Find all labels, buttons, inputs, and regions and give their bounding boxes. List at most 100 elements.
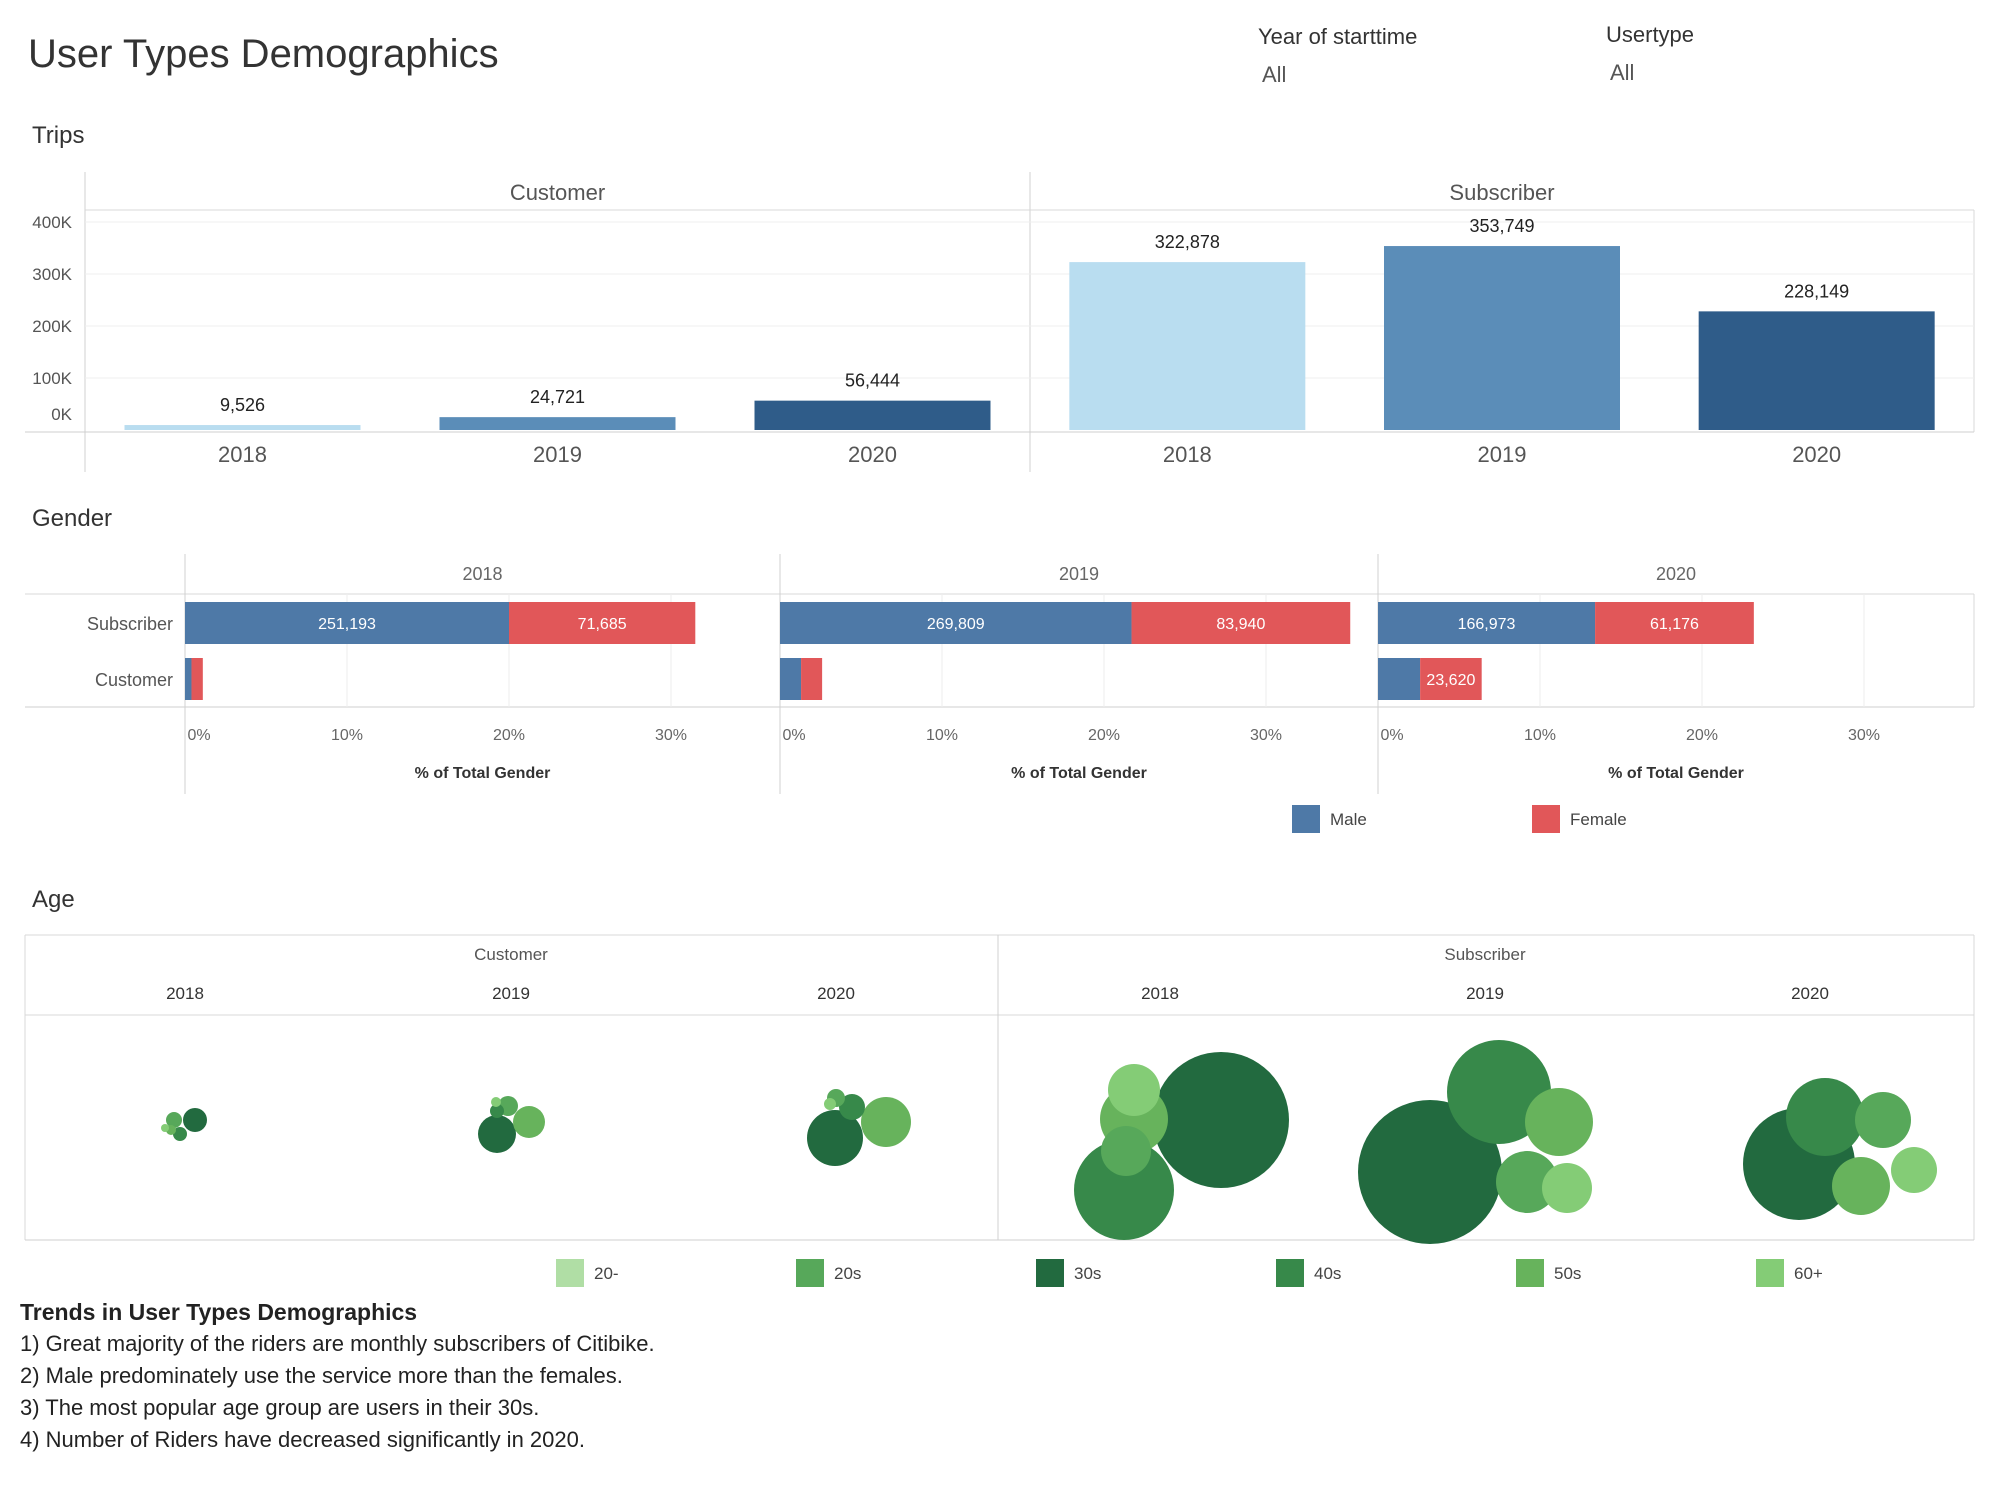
age-bubble	[1101, 1126, 1151, 1176]
gender-bar-female	[191, 658, 203, 700]
trips-bar	[1384, 246, 1620, 430]
notes-line: 3) The most popular age group are users …	[20, 1395, 540, 1420]
age-bubble	[807, 1110, 863, 1166]
gender-bar-label: 71,685	[578, 616, 627, 633]
section-age-title: Age	[32, 886, 75, 913]
age-bubble	[1891, 1147, 1937, 1193]
gender-panel-header: 2018	[462, 564, 502, 584]
age-legend-label: 50s	[1554, 1264, 1581, 1283]
age-year-header: 2018	[166, 984, 204, 1003]
age-bubble	[1496, 1151, 1558, 1213]
notes-line: 4) Number of Riders have decreased signi…	[20, 1427, 585, 1452]
trips-bar-label: 322,878	[1155, 232, 1220, 252]
trips-bar	[1069, 262, 1306, 430]
section-trips-title: Trips	[32, 122, 85, 149]
gender-xtick-label: 0%	[782, 727, 805, 744]
notes-heading: Trends in User Types Demographics	[20, 1299, 418, 1325]
trips-xtick-label: 2019	[1478, 442, 1527, 467]
age-group-header: Customer	[474, 945, 548, 964]
filter-year[interactable]: Year of starttime All	[1258, 24, 1417, 88]
filter-year-label: Year of starttime	[1258, 24, 1418, 49]
gender-bar-female	[509, 602, 696, 644]
age-bubble	[824, 1098, 836, 1110]
notes: Trends in User Types Demographics 1) Gre…	[20, 1296, 655, 1456]
age-legend-label: 30s	[1074, 1264, 1101, 1283]
gender-bar-label: 23,620	[1426, 672, 1475, 689]
filter-year-value[interactable]: All	[1262, 62, 1287, 87]
gender-bar-label: 61,176	[1650, 616, 1699, 633]
dashboard-title: User Types Demographics	[28, 32, 499, 76]
gender-xtick-label: 10%	[331, 727, 363, 744]
legend-swatch-female	[1532, 805, 1560, 833]
gender-bar-label: 83,940	[1216, 616, 1265, 633]
gender-xtick-label: 10%	[926, 727, 958, 744]
section-gender-title: Gender	[32, 505, 113, 532]
trips-xtick-label: 2018	[218, 442, 267, 467]
age-year-header: 2020	[1791, 984, 1829, 1003]
gender-row-label: Subscriber	[87, 614, 173, 634]
age-bubble	[478, 1115, 516, 1153]
legend-swatch-male	[1292, 805, 1320, 833]
age-legend-swatch	[1516, 1259, 1544, 1287]
gender-xtick-label: 0%	[187, 727, 210, 744]
age-bubble	[861, 1097, 911, 1147]
age-bubble	[490, 1104, 504, 1118]
age-bubble	[1832, 1157, 1890, 1215]
gender-xtick-label: 10%	[1524, 727, 1556, 744]
trips-bar-label: 24,721	[530, 387, 585, 407]
age-bubble	[1074, 1140, 1174, 1240]
filter-usertype[interactable]: Usertype All	[1606, 22, 1694, 86]
trips-bar-label: 228,149	[1784, 281, 1849, 301]
trips-panel-header: Subscriber	[1449, 180, 1554, 205]
gender-bar-male	[1378, 602, 1596, 644]
gender-legend-label: Male	[1330, 810, 1367, 829]
gender-bar-male	[185, 602, 509, 644]
gender-bar-male	[780, 602, 1132, 644]
filter-usertype-label: Usertype	[1606, 22, 1695, 47]
trips-bar-label: 56,444	[845, 371, 900, 391]
gender-axis-title: % of Total Gender	[1608, 765, 1744, 782]
gender-xtick-label: 20%	[493, 727, 525, 744]
filter-usertype-value[interactable]: All	[1610, 60, 1635, 85]
age-group-header: Subscriber	[1444, 945, 1526, 964]
age-legend-label: 20-	[594, 1264, 619, 1283]
age-year-header: 2019	[1466, 984, 1504, 1003]
age-bubble	[513, 1106, 545, 1138]
age-year-header: 2020	[817, 984, 855, 1003]
age-legend-swatch	[556, 1259, 584, 1287]
gender-bar-male	[1378, 658, 1421, 700]
trips-panel-header: Customer	[510, 180, 605, 205]
gender-bar-female	[1131, 602, 1351, 644]
age-bubble	[1108, 1064, 1160, 1116]
age-legend-label: 40s	[1314, 1264, 1341, 1283]
age-legend-swatch	[1756, 1259, 1784, 1287]
gender-xtick-label: 30%	[1250, 727, 1282, 744]
gender-xtick-label: 30%	[655, 727, 687, 744]
age-bubble	[166, 1112, 182, 1128]
trips-bar-label: 9,526	[220, 395, 265, 415]
gender-axis-title: % of Total Gender	[415, 765, 551, 782]
gender-bar-label: 251,193	[318, 616, 376, 633]
age-bubble	[1358, 1100, 1502, 1244]
age-bubble	[1786, 1078, 1864, 1156]
gender-bar-male	[185, 658, 192, 700]
gender-panel-header: 2020	[1656, 564, 1696, 584]
age-bubble	[161, 1124, 169, 1132]
age-legend-swatch	[796, 1259, 824, 1287]
notes-line: 1) Great majority of the riders are mont…	[20, 1331, 655, 1356]
trips-xtick-label: 2020	[848, 442, 897, 467]
trips-ytick-label: 0K	[51, 405, 72, 424]
trips-xtick-label: 2020	[1792, 442, 1841, 467]
age-bubble	[1542, 1163, 1592, 1213]
age-bubble	[1447, 1040, 1551, 1144]
age-year-header: 2018	[1141, 984, 1179, 1003]
trips-bar	[754, 400, 991, 430]
dashboard-charts: 0K 100K 200K 300K 400K Customer 9,526 2018 24,72…	[24, 172, 1975, 1287]
trips-bar	[124, 425, 361, 430]
age-bubble	[1153, 1052, 1289, 1188]
age-legend-label: 60+	[1794, 1264, 1823, 1283]
trips-ytick-label: 300K	[32, 265, 72, 284]
age-bubble	[183, 1108, 207, 1132]
trips-ytick-label: 400K	[32, 213, 72, 232]
trips-xtick-label: 2018	[1163, 442, 1212, 467]
